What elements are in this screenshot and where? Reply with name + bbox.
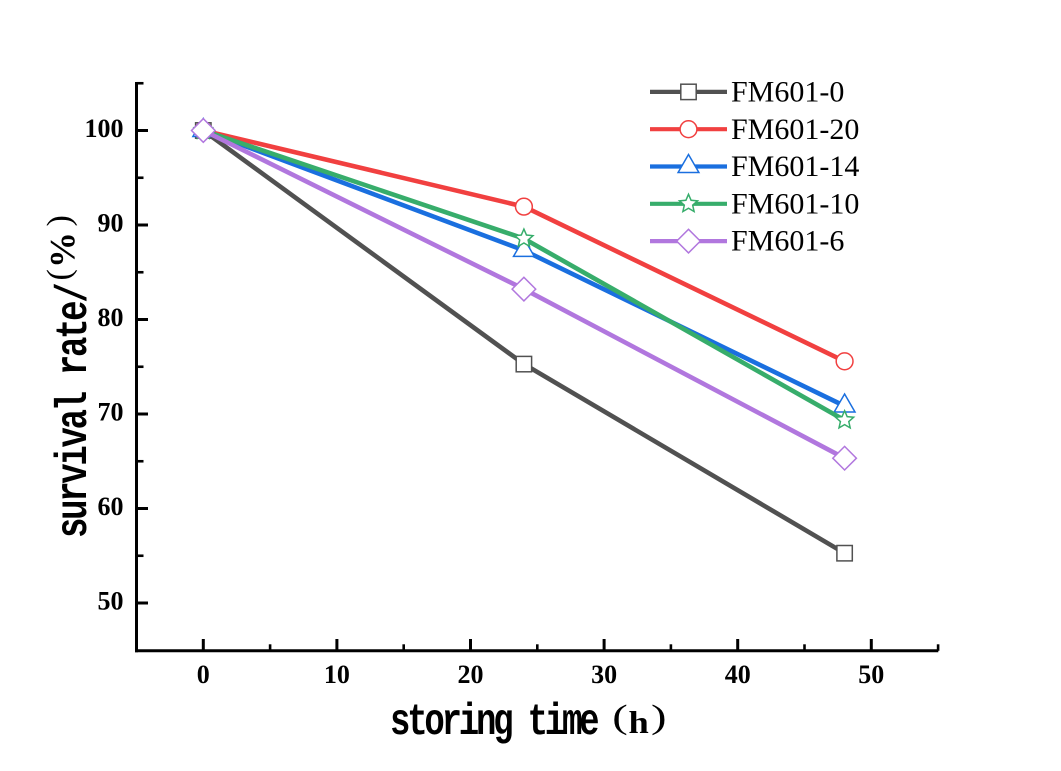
svg-text:): ) xyxy=(651,698,667,736)
svg-text:0: 0 xyxy=(197,660,210,689)
svg-text:60: 60 xyxy=(98,492,124,521)
svg-text:100: 100 xyxy=(85,114,124,143)
svg-text:FM601-6: FM601-6 xyxy=(731,225,844,258)
svg-text:70: 70 xyxy=(98,398,124,427)
svg-text:20: 20 xyxy=(458,660,484,689)
svg-text:FM601-20: FM601-20 xyxy=(731,113,859,146)
svg-text:FM601-10: FM601-10 xyxy=(731,187,859,220)
svg-text:): ) xyxy=(41,215,78,226)
svg-text:(: ( xyxy=(612,698,628,736)
svg-text:90: 90 xyxy=(98,209,124,238)
svg-text:survival rate/: survival rate/ xyxy=(49,284,99,538)
svg-text:40: 40 xyxy=(725,660,751,689)
svg-text:(: ( xyxy=(41,269,78,280)
svg-text:30: 30 xyxy=(591,660,617,689)
svg-text:10: 10 xyxy=(324,660,350,689)
svg-text:50: 50 xyxy=(858,660,884,689)
svg-text:h: h xyxy=(629,705,649,740)
svg-text:80: 80 xyxy=(98,303,124,332)
svg-text:%: % xyxy=(43,232,83,268)
svg-text:storing time: storing time xyxy=(390,697,598,747)
svg-text:50: 50 xyxy=(98,587,124,616)
svg-text:FM601-0: FM601-0 xyxy=(731,76,844,109)
svg-text:FM601-14: FM601-14 xyxy=(731,150,859,183)
